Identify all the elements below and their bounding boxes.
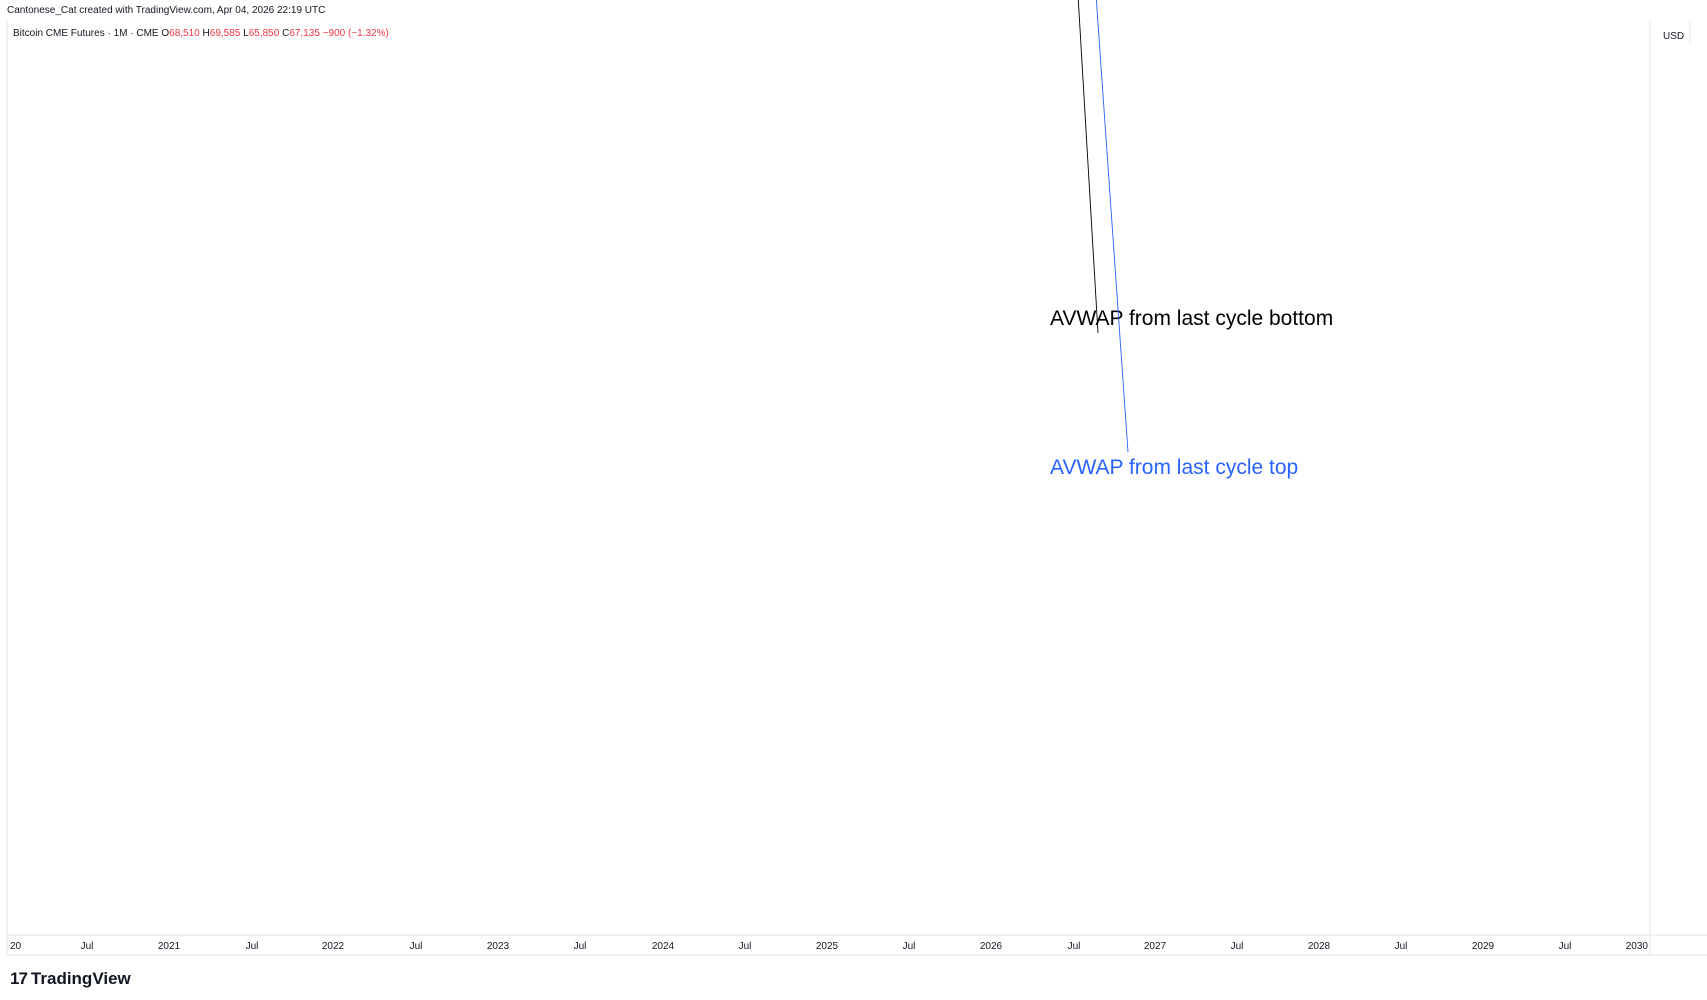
high-value: 69,585	[209, 28, 241, 39]
close-label: C	[282, 28, 290, 39]
time-tick-label: Jul	[81, 941, 94, 952]
time-tick-label: Jul	[903, 941, 916, 952]
tv-logo-icon: 17	[10, 969, 28, 988]
tradingview-logo[interactable]: 17 TradingView	[10, 969, 131, 989]
time-tick-label: Jul	[1559, 941, 1572, 952]
time-tick-label: 2028	[1308, 941, 1331, 952]
open-label: O	[161, 28, 170, 39]
open-value: 68,510	[169, 28, 200, 39]
low-value: 65,850	[248, 28, 280, 39]
time-tick-label: Jul	[574, 941, 587, 952]
time-tick-label: 2025	[816, 941, 839, 952]
time-tick-label: Jul	[410, 941, 423, 952]
time-tick-label: Jul	[739, 941, 752, 952]
symbol-name[interactable]: Bitcoin CME Futures · 1M · CME	[13, 28, 159, 39]
symbol-legend[interactable]: Bitcoin CME Futures · 1M · CME O68,510 H…	[13, 28, 389, 39]
time-tick-label: 20	[10, 941, 22, 952]
time-tick-label: Jul	[246, 941, 259, 952]
annotation-avwap-bottom: AVWAP from last cycle bottom	[1050, 307, 1333, 330]
price-axis[interactable]: USD185,000170,000155,000143,000131,00011…	[1652, 0, 1704, 44]
time-tick-label: 2024	[652, 941, 675, 952]
low-label: L	[243, 28, 249, 39]
time-tick-label: 2026	[980, 941, 1003, 952]
change-value: −900 (−1.32%)	[322, 28, 389, 39]
annotation-arrow-bottom	[1077, 0, 1099, 334]
high-label: H	[202, 28, 210, 39]
currency-label: USD	[1663, 31, 1684, 42]
time-tick-label: 2022	[322, 941, 345, 952]
annotation-arrow-top	[1095, 0, 1129, 453]
attribution: Cantonese_Cat created with TradingView.c…	[7, 5, 326, 16]
annotation-avwap-top: AVWAP from last cycle top	[1050, 456, 1298, 479]
time-tick-label: Jul	[1231, 941, 1244, 952]
time-tick-label: 2023	[487, 941, 510, 952]
time-axis[interactable]: 20 Jul 2021 Jul 2022 Jul 2023 Jul 2024 Jul 2025 Jul…	[10, 941, 1648, 952]
time-tick-label: 2021	[158, 941, 181, 952]
close-value: 67,135	[289, 28, 320, 39]
time-tick-label: Jul	[1395, 941, 1408, 952]
annotations: AVWAP from last cycle bottom AVWAP from l…	[1050, 0, 1333, 479]
time-tick-label: 2027	[1144, 941, 1167, 952]
time-tick-label: Jul	[1068, 941, 1081, 952]
time-tick-label: 2029	[1472, 941, 1495, 952]
brand-name: TradingView	[30, 969, 131, 988]
time-tick-label: 2030	[1626, 941, 1649, 952]
